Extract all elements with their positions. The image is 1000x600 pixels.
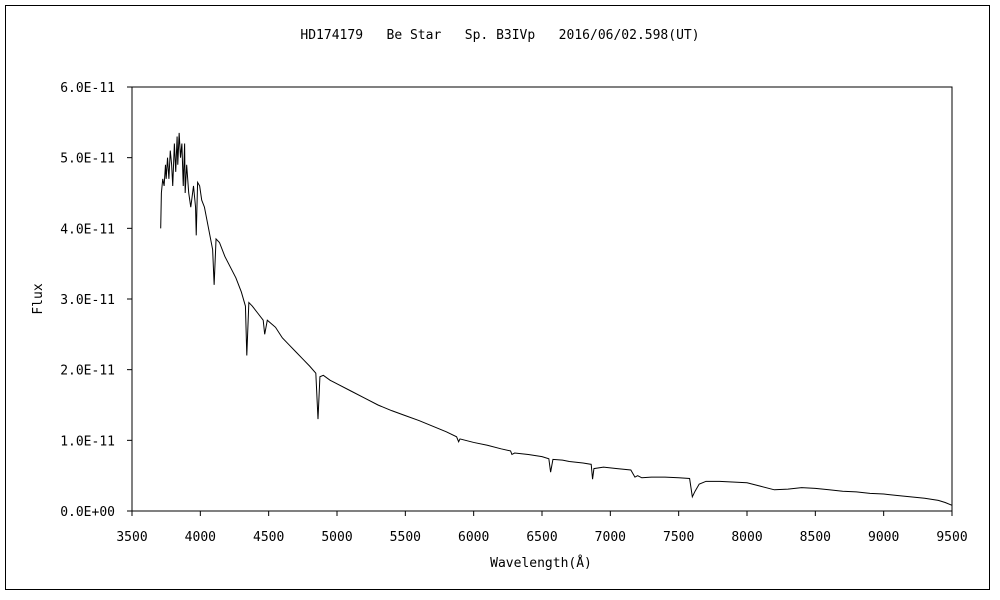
x-tick-label: 5500 xyxy=(390,530,421,545)
x-tick-label: 6000 xyxy=(458,530,489,545)
x-axis-label: Wavelength(Å) xyxy=(490,555,592,571)
chart-frame xyxy=(5,5,990,590)
x-tick-label: 7000 xyxy=(595,530,626,545)
y-tick-label: 2.0E-11 xyxy=(60,364,115,379)
x-axis: 3500 4000 4500 5000 5500 6000 6500 7000 7500 8000… xyxy=(116,511,968,545)
y-axis-label: Flux xyxy=(31,283,46,314)
x-tick-label: 7500 xyxy=(663,530,694,545)
plot-area xyxy=(131,86,953,512)
x-tick-label: 9000 xyxy=(868,530,899,545)
x-tick-label: 9500 xyxy=(936,530,967,545)
y-tick-label: 1.0E-11 xyxy=(60,434,115,449)
y-tick-label: 0.0E+00 xyxy=(60,505,115,520)
y-tick-label: 5.0E-11 xyxy=(60,152,115,167)
y-tick-label: 6.0E-11 xyxy=(60,81,115,96)
x-tick-label: 6500 xyxy=(526,530,557,545)
spectrum-line xyxy=(160,132,953,506)
x-tick-label: 5000 xyxy=(321,530,352,545)
x-tick-label: 8500 xyxy=(800,530,831,545)
x-tick-label: 4000 xyxy=(185,530,216,545)
y-tick-label: 4.0E-11 xyxy=(60,222,115,237)
x-tick-label: 8000 xyxy=(731,530,762,545)
y-tick-label: 3.0E-11 xyxy=(60,293,115,308)
chart-title: HD174179 Be Star Sp. B3IVp 2016/06/02.59… xyxy=(300,28,699,43)
y-axis: 0.0E+00 1.0E-11 2.0E-11 3.0E-11 4.0E-11 5.0E-… xyxy=(60,81,132,520)
x-tick-label: 3500 xyxy=(116,530,147,545)
x-tick-label: 4500 xyxy=(253,530,284,545)
